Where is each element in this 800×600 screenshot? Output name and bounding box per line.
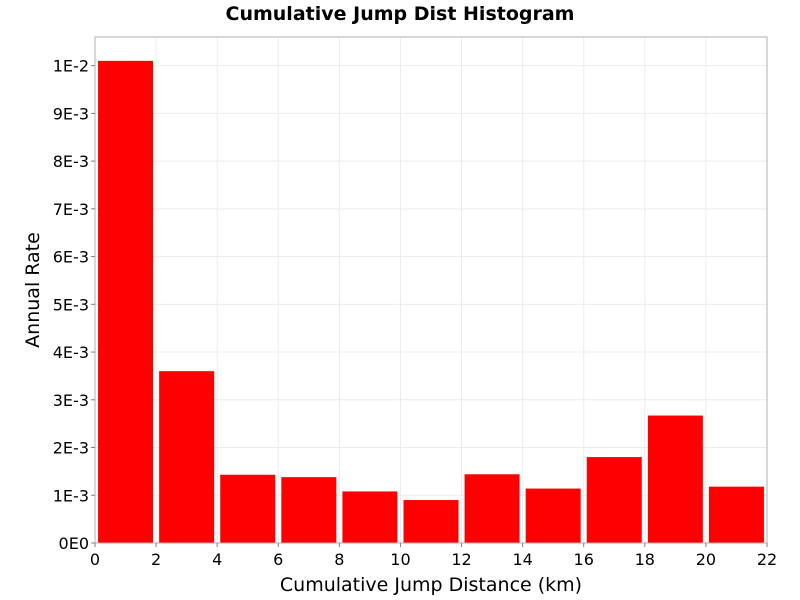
bar: [159, 371, 215, 543]
y-tick-label: 9E-3: [53, 104, 89, 123]
y-tick-label: 3E-3: [53, 391, 89, 410]
bar: [464, 474, 520, 543]
bar: [586, 457, 642, 543]
y-tick-label: 6E-3: [53, 248, 89, 267]
x-tick-label: 6: [273, 550, 283, 569]
y-tick-label: 1E-3: [53, 486, 89, 505]
y-axis-label: Annual Rate: [22, 232, 44, 348]
x-tick-label: 16: [574, 550, 594, 569]
x-tick-label: 4: [212, 550, 222, 569]
x-tick-label: 20: [696, 550, 716, 569]
y-tick-label: 8E-3: [53, 152, 89, 171]
y-tick-label: 4E-3: [53, 343, 89, 362]
x-tick-label: 12: [451, 550, 471, 569]
bar: [403, 500, 459, 543]
x-axis-ticks: 0 2 4 6 8 10 12 14 16 18 20 22: [90, 543, 777, 569]
bar: [525, 488, 581, 543]
x-tick-label: 18: [635, 550, 655, 569]
x-axis-label: Cumulative Jump Distance (km): [280, 574, 582, 596]
y-tick-label: 7E-3: [53, 200, 89, 219]
y-axis-ticks: 0E0 1E-3 2E-3 3E-3 4E-3 5E-3 6E-3 7E-3 8E-3 9E-3 1…: [53, 57, 95, 553]
x-tick-label: 8: [334, 550, 344, 569]
y-tick-label: 2E-3: [53, 439, 89, 458]
x-tick-label: 2: [151, 550, 161, 569]
x-tick-label: 14: [512, 550, 532, 569]
bar: [220, 474, 276, 543]
bar: [281, 477, 337, 543]
chart-title: Cumulative Jump Dist Histogram: [226, 3, 575, 25]
x-tick-label: 0: [90, 550, 100, 569]
bar: [98, 60, 154, 544]
bar: [647, 415, 703, 543]
x-tick-label: 22: [757, 550, 777, 569]
plot-area-border: [94, 36, 768, 544]
y-tick-label: 0E0: [59, 534, 89, 553]
bars-layer: [98, 60, 764, 544]
y-tick-label: 5E-3: [53, 295, 89, 314]
bar: [342, 491, 398, 543]
x-tick-label: 10: [390, 550, 410, 569]
y-tick-label: 1E-2: [53, 57, 89, 76]
bar: [708, 486, 764, 543]
